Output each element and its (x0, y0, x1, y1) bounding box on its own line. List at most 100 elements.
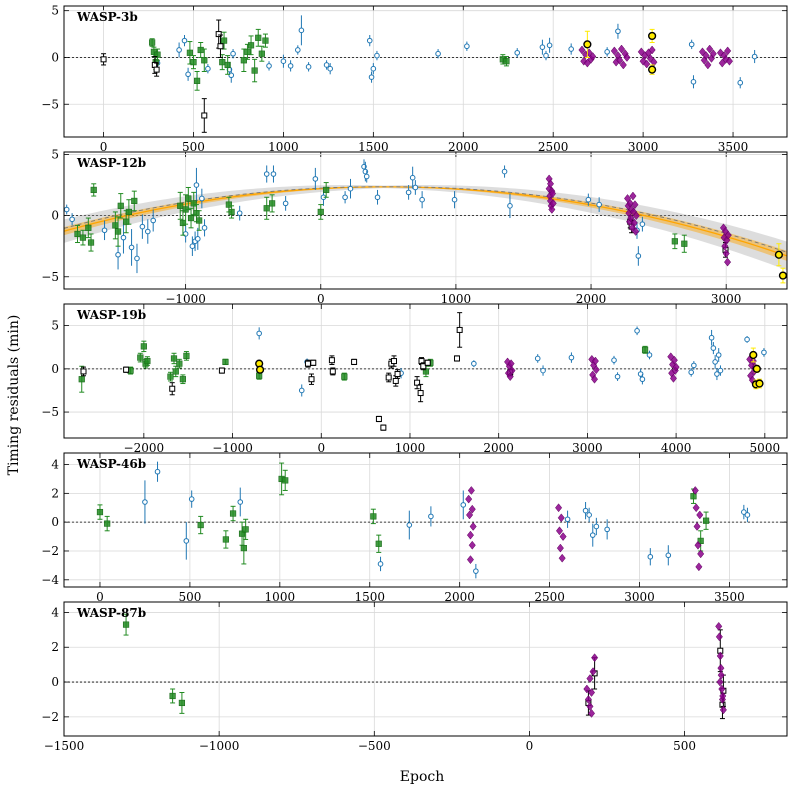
data-point-new_ground (351, 358, 358, 366)
data-point-tess (717, 670, 725, 680)
marker (578, 45, 586, 55)
data-point-literature (366, 35, 373, 47)
marker (702, 51, 710, 60)
marker (751, 53, 758, 60)
data-point-highlight (255, 365, 265, 374)
marker (586, 512, 592, 518)
data-point-new_ground (414, 376, 421, 390)
data-point-tess (619, 60, 627, 70)
data-point-tess (468, 504, 476, 514)
marker (305, 64, 312, 70)
marker (688, 41, 695, 48)
marker (589, 52, 597, 61)
marker (611, 357, 617, 363)
data-point-literature (193, 167, 200, 203)
data-point-literature (715, 348, 722, 362)
marker (585, 196, 592, 203)
x-tick-label: 2000 (576, 292, 607, 306)
marker (310, 359, 317, 366)
data-point-etd_amateur (222, 358, 229, 366)
marker (228, 208, 235, 216)
data-point-new_ground (329, 367, 336, 376)
marker (131, 197, 138, 205)
data-point-literature (568, 352, 575, 363)
data-point-etd_amateur (370, 508, 377, 525)
marker (405, 189, 412, 196)
marker (534, 355, 541, 362)
data-point-literature (298, 15, 305, 46)
marker (648, 31, 657, 41)
data-point-etd_amateur (641, 345, 649, 354)
marker (185, 71, 191, 78)
data-point-literature (199, 188, 205, 209)
marker (723, 235, 731, 245)
data-point-tess (629, 191, 637, 201)
data-point-tess (691, 486, 699, 495)
marker (717, 663, 725, 673)
marker (596, 201, 602, 208)
y-tick-label: −2 (41, 544, 59, 558)
data-point-literature (514, 48, 521, 58)
y-tick-label: 2 (51, 486, 59, 500)
marker (697, 549, 705, 559)
data-point-tess (724, 230, 732, 240)
axes-frame (63, 601, 788, 737)
marker (558, 553, 566, 563)
data-point-etd_amateur (197, 41, 204, 58)
marker (637, 371, 644, 377)
marker (255, 365, 265, 374)
data-point-literature (690, 75, 697, 89)
data-point-literature (128, 229, 135, 266)
marker (643, 59, 651, 69)
marker (540, 367, 546, 374)
data-point-literature (194, 227, 201, 250)
x-tick-label: 2000 (444, 590, 475, 604)
marker (74, 230, 81, 238)
data-point-literature (737, 77, 744, 89)
marker (610, 46, 618, 56)
x-tick-label: 0 (317, 292, 325, 306)
data-point-tess (695, 562, 703, 572)
data-point-tess (637, 47, 645, 57)
marker (568, 354, 575, 361)
data-point-highlight (755, 378, 764, 389)
model-uncertainty-band (64, 185, 787, 271)
marker (251, 67, 258, 74)
data-point-highlight (774, 243, 783, 267)
marker (717, 670, 725, 680)
data-point-literature (270, 165, 277, 183)
x-tick-label: 1000 (441, 292, 472, 306)
data-point-etd_amateur (90, 183, 97, 197)
marker (424, 359, 431, 366)
marker (269, 200, 276, 207)
marker (634, 328, 640, 334)
data-point-literature (596, 197, 602, 212)
marker (370, 65, 377, 72)
marker (194, 236, 201, 242)
marker (546, 179, 555, 189)
marker (258, 50, 265, 57)
marker (242, 526, 249, 533)
marker (420, 363, 427, 370)
marker (710, 345, 717, 351)
y-tick-label: −5 (41, 97, 59, 111)
data-point-literature (639, 216, 646, 232)
data-point-literature (327, 63, 333, 75)
x-tick-label: 2000 (483, 441, 514, 455)
data-point-new_ground (169, 382, 176, 396)
marker (557, 513, 565, 523)
data-point-tess (590, 374, 599, 384)
marker (154, 468, 161, 475)
data-point-new_ground (310, 359, 317, 366)
data-point-etd_amateur (117, 193, 124, 219)
data-point-etd_amateur (96, 504, 104, 520)
marker (725, 56, 733, 66)
marker (467, 486, 475, 495)
data-point-literature (142, 480, 148, 524)
marker (201, 225, 208, 231)
data-point-literature (741, 504, 747, 520)
data-point-literature (323, 60, 330, 70)
data-point-tess (627, 213, 635, 223)
marker (167, 373, 174, 380)
marker (125, 208, 132, 216)
